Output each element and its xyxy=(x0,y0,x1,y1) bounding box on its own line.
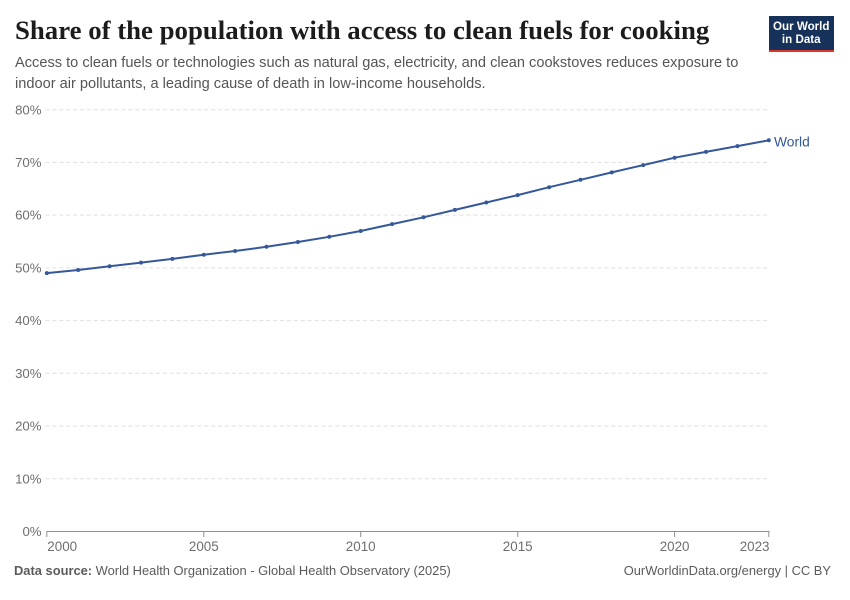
svg-text:2005: 2005 xyxy=(189,539,219,554)
svg-text:2020: 2020 xyxy=(660,539,690,554)
svg-text:50%: 50% xyxy=(15,261,42,276)
svg-text:70%: 70% xyxy=(15,155,42,170)
svg-text:2023: 2023 xyxy=(740,539,770,554)
svg-text:0%: 0% xyxy=(22,524,41,539)
svg-text:80%: 80% xyxy=(15,102,42,117)
svg-text:2015: 2015 xyxy=(503,539,533,554)
svg-text:40%: 40% xyxy=(15,313,42,328)
svg-text:10%: 10% xyxy=(15,471,42,486)
svg-text:30%: 30% xyxy=(15,366,42,381)
svg-text:60%: 60% xyxy=(15,208,42,223)
svg-text:2010: 2010 xyxy=(346,539,376,554)
svg-text:World: World xyxy=(774,135,810,150)
svg-text:2000: 2000 xyxy=(47,539,77,554)
svg-text:20%: 20% xyxy=(15,419,42,434)
